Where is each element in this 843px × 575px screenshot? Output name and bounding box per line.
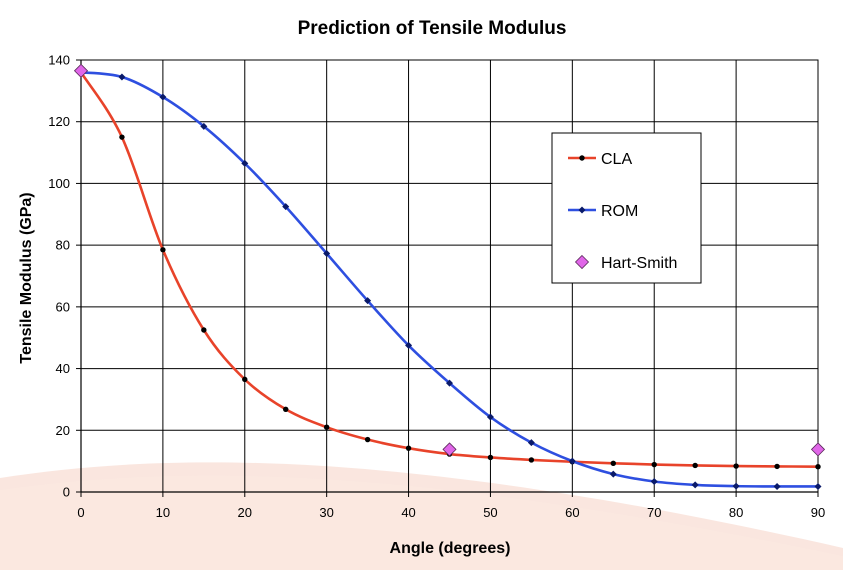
series-layer <box>73 63 826 490</box>
series-hart-smith <box>73 63 826 457</box>
x-axis-title: Angle (degrees) <box>390 540 511 557</box>
data-point <box>160 247 166 253</box>
data-point <box>609 470 617 478</box>
data-point <box>691 481 699 489</box>
chart-title: Prediction of Tensile Modulus <box>298 18 567 39</box>
data-point <box>568 457 576 465</box>
y-tick-label: 40 <box>56 361 70 376</box>
y-tick-label: 100 <box>48 176 70 191</box>
background-swoosh <box>0 462 843 570</box>
legend-marker <box>579 155 585 161</box>
y-tick-label: 140 <box>48 53 70 68</box>
series-cla <box>78 69 821 470</box>
data-point <box>732 482 740 490</box>
x-tick-label: 40 <box>401 505 415 520</box>
data-point <box>282 203 290 211</box>
data-point <box>650 478 658 486</box>
series-line <box>79 71 819 468</box>
data-point <box>774 463 780 470</box>
axes <box>76 59 819 497</box>
data-point <box>241 159 249 167</box>
x-tick-label: 80 <box>729 505 743 520</box>
data-point <box>73 63 89 78</box>
data-point <box>323 249 331 257</box>
x-tick-label: 0 <box>77 505 84 520</box>
legend-label: Hart-Smith <box>601 255 677 272</box>
data-point <box>486 413 494 421</box>
x-tick-label: 60 <box>565 505 579 520</box>
data-point <box>692 462 698 469</box>
data-point <box>651 461 657 468</box>
data-point <box>405 341 413 349</box>
x-tick-label: 50 <box>483 505 497 520</box>
data-point <box>815 463 821 470</box>
y-tick-label: 60 <box>56 299 70 314</box>
y-axis-title: Tensile Modulus (GPa) <box>18 192 35 363</box>
tick-labels: 0 20 40 60 80 100 120 140 0 10 20 30 40 50 60 70 80 90 <box>48 53 825 521</box>
data-point <box>200 122 208 130</box>
legend-marker <box>574 254 590 270</box>
x-tick-label: 90 <box>811 505 825 520</box>
data-point <box>118 73 126 81</box>
series-line <box>80 71 819 488</box>
legend-label: CLA <box>601 151 632 168</box>
data-point <box>773 482 781 490</box>
x-tick-label: 30 <box>319 505 333 520</box>
data-point <box>814 482 822 490</box>
series-rom <box>77 68 822 490</box>
y-tick-label: 0 <box>63 485 70 500</box>
legend: CLA ROM Hart-Smith <box>551 132 702 284</box>
data-point <box>201 327 207 333</box>
data-point <box>364 297 372 305</box>
y-tick-label: 80 <box>56 238 70 253</box>
legend-label: ROM <box>601 203 638 220</box>
y-tick-label: 20 <box>56 423 70 438</box>
data-point <box>610 460 616 467</box>
x-tick-label: 20 <box>238 505 252 520</box>
data-point <box>405 445 412 451</box>
data-point <box>159 93 167 101</box>
x-tick-label: 70 <box>647 505 661 520</box>
legend-marker <box>578 206 586 214</box>
plot-area <box>80 59 819 493</box>
data-point <box>810 442 826 457</box>
data-point <box>283 406 289 413</box>
legend-item: CLA <box>568 151 632 168</box>
data-point <box>442 442 457 457</box>
data-point <box>487 454 494 461</box>
data-point <box>242 376 248 383</box>
plot-border <box>80 59 819 493</box>
data-point <box>446 379 453 387</box>
y-tick-label: 120 <box>48 114 70 129</box>
x-tick-label: 10 <box>156 505 170 520</box>
data-point <box>119 134 125 140</box>
legend-item: ROM <box>568 203 638 220</box>
data-point <box>364 436 371 443</box>
legend-item: Hart-Smith <box>574 254 677 272</box>
gridlines <box>81 59 819 492</box>
data-point <box>528 457 535 463</box>
data-point <box>733 463 739 469</box>
data-point <box>527 439 535 447</box>
data-point <box>323 424 330 430</box>
